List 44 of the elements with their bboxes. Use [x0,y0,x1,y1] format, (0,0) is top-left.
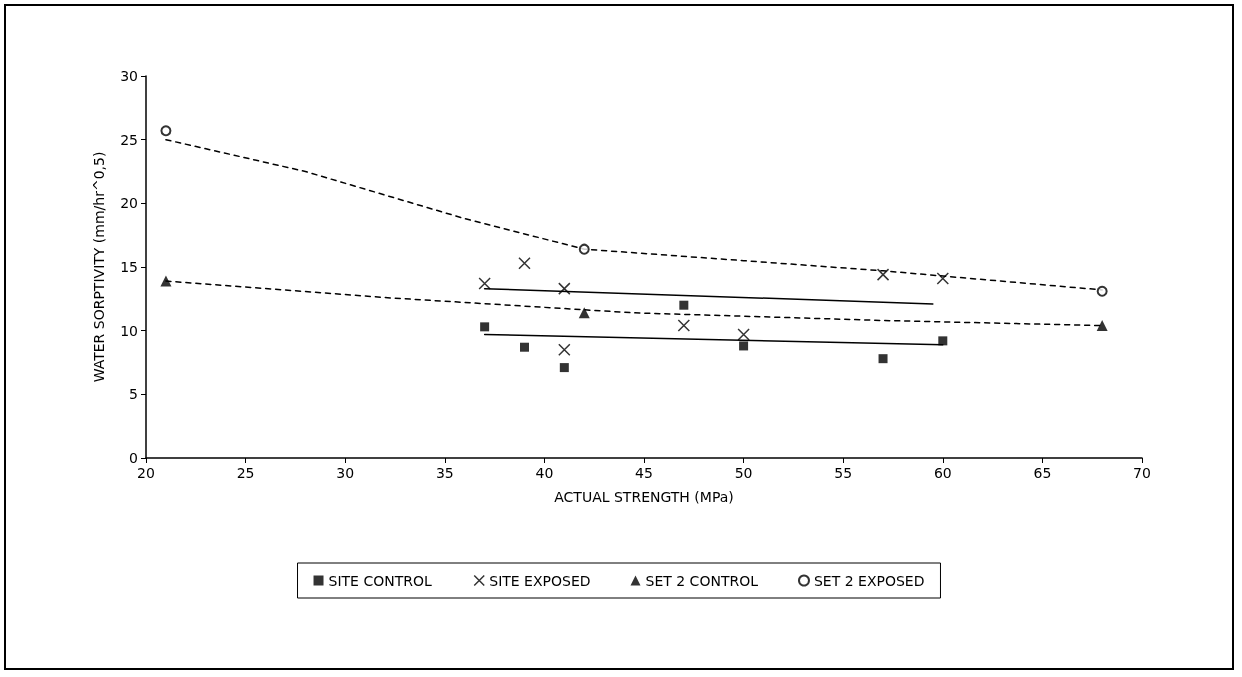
point [160,125,172,137]
y-tick-label: 25 [120,131,138,148]
x-axis-title: ACTUAL STRENGTH (MPa) [554,489,734,505]
y-tick-label: 20 [120,195,138,212]
point [1096,320,1108,332]
y-tick-label: 10 [120,322,138,339]
point [558,282,571,295]
y-tick-label: 15 [120,259,138,275]
x-tick-label: 25 [236,465,255,481]
point [938,336,948,346]
y-tick-label: 5 [129,386,138,403]
point [936,272,950,285]
point [558,343,571,357]
point [578,307,590,319]
point [559,363,569,373]
x-tick-label: 70 [1133,465,1151,481]
point [478,277,491,290]
y-tick-label: 0 [129,450,138,466]
point [519,342,529,352]
legend-label: SET 2 EXPOSED [813,572,925,589]
x-tick-label: 35 [435,465,454,481]
x-tick-label: 55 [834,465,853,481]
x-tick-label: 60 [933,465,952,481]
x-tick-label: 30 [336,465,355,481]
point [739,341,749,351]
x-tick-label: 50 [734,465,753,481]
legend-label: SITE CONTROL [328,572,432,589]
point [578,243,590,255]
legend-label: SITE EXPOSED [489,572,591,589]
x-tick-label: 45 [635,465,653,481]
x-tick-label: 40 [535,465,554,481]
point [518,256,531,270]
y-tick-label: 30 [120,68,138,84]
point [876,268,890,281]
point [737,328,750,341]
point [677,319,691,332]
point [679,300,689,310]
legend-label: SET 2 CONTROL [645,572,759,589]
y-axis-title: WATER SORPTIVITY (mm/hr^0,5) [91,151,107,383]
point [480,322,490,332]
point [160,275,172,287]
point [878,354,888,364]
x-tick-label: 65 [1033,465,1052,481]
point [1096,285,1108,297]
